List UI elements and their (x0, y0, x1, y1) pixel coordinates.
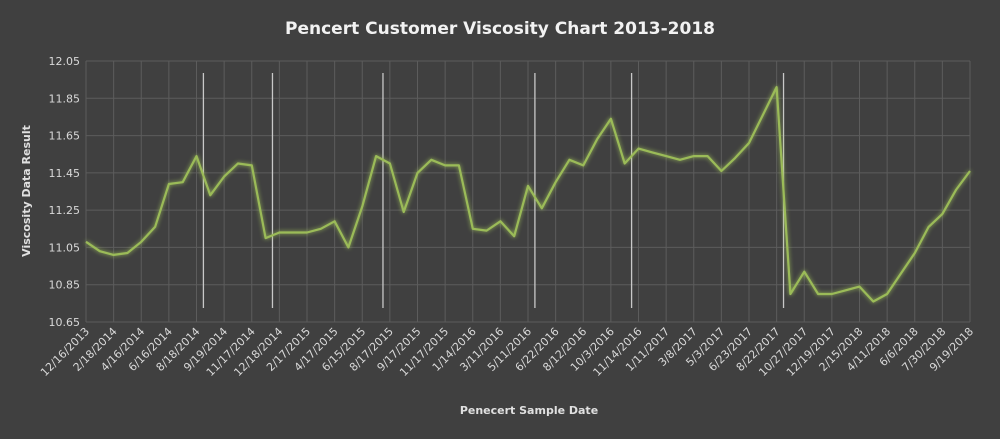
y-tick-label: 11.25 (49, 204, 81, 217)
y-axis-ticks: 12.05 11.85 11.65 11.45 11.25 11.05 10.85 10.65 (49, 55, 81, 329)
chart-title: Pencert Customer Viscosity Chart 2013-20… (285, 19, 715, 39)
x-axis-ticks: 12/16/20132/18/20144/16/20146/16/20148/1… (38, 325, 976, 379)
vertical-markers (202, 73, 785, 308)
y-tick-label: 11.05 (49, 241, 81, 254)
y-tick-label: 11.85 (49, 92, 81, 105)
y-tick-label: 10.85 (49, 279, 81, 292)
y-tick-label: 12.05 (49, 55, 81, 68)
y-tick-label: 11.45 (49, 167, 81, 180)
y-tick-label: 10.65 (49, 316, 81, 329)
viscosity-series-line (85, 85, 971, 303)
gridlines (85, 60, 971, 323)
series-layer (85, 85, 971, 303)
y-tick-label: 11.65 (49, 130, 81, 143)
x-axis-label: Penecert Sample Date (460, 404, 598, 417)
y-axis-label: Viscosity Data Result (20, 125, 33, 257)
